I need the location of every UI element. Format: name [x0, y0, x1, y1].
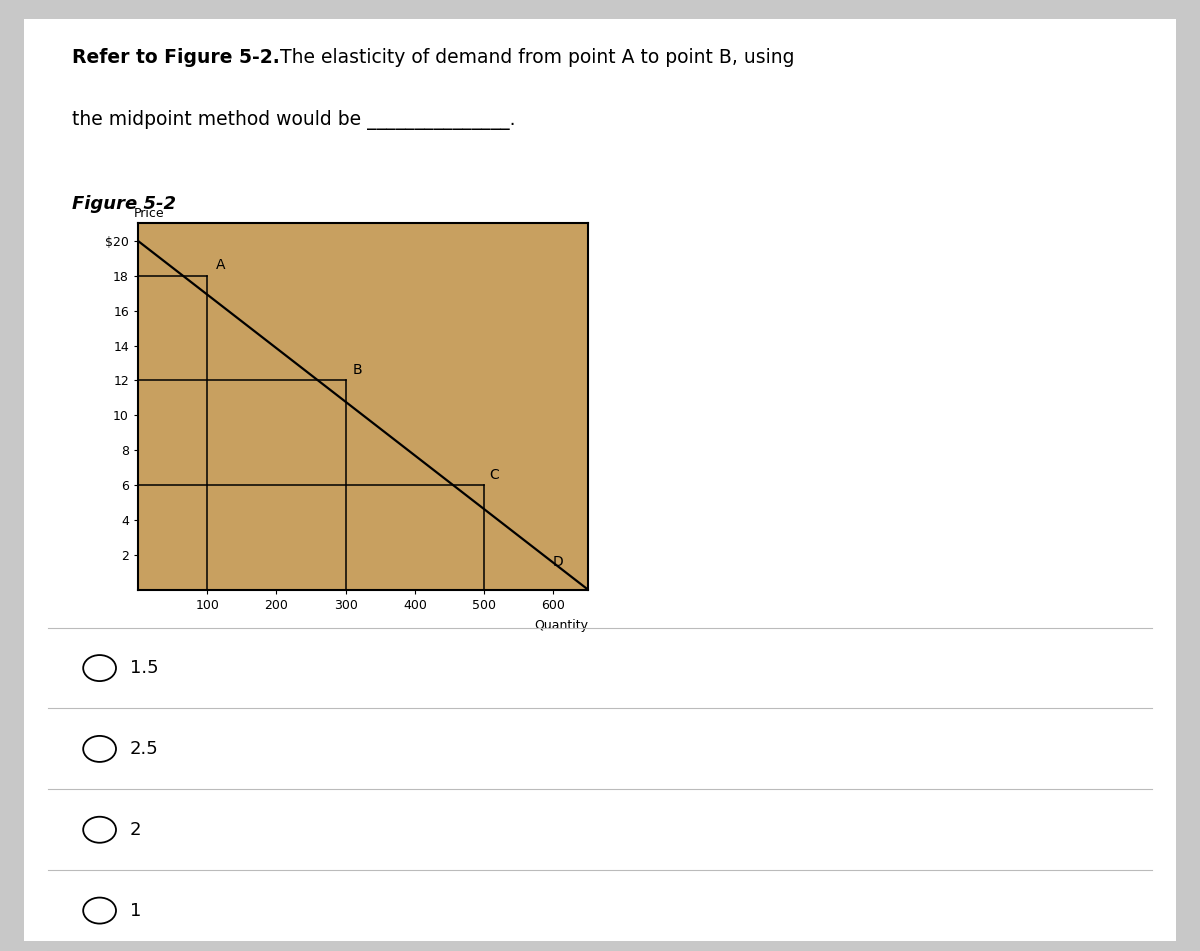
Text: A: A — [216, 259, 226, 272]
Text: Price: Price — [133, 206, 164, 220]
X-axis label: Quantity: Quantity — [534, 619, 588, 631]
Text: Figure 5-2: Figure 5-2 — [72, 196, 176, 213]
Text: Refer to Figure 5-2.: Refer to Figure 5-2. — [72, 48, 280, 67]
Text: 1.5: 1.5 — [130, 659, 158, 677]
Text: D: D — [553, 554, 564, 569]
Text: 2: 2 — [130, 821, 142, 839]
Text: C: C — [490, 468, 499, 481]
Text: B: B — [353, 363, 362, 377]
Text: 2.5: 2.5 — [130, 740, 158, 758]
Text: 1: 1 — [130, 902, 140, 920]
Text: the midpoint method would be _______________.: the midpoint method would be ___________… — [72, 110, 516, 130]
Circle shape — [83, 736, 116, 762]
Circle shape — [83, 898, 116, 923]
Circle shape — [83, 655, 116, 681]
Circle shape — [83, 817, 116, 843]
Text: The elasticity of demand from point A to point B, using: The elasticity of demand from point A to… — [274, 48, 794, 67]
